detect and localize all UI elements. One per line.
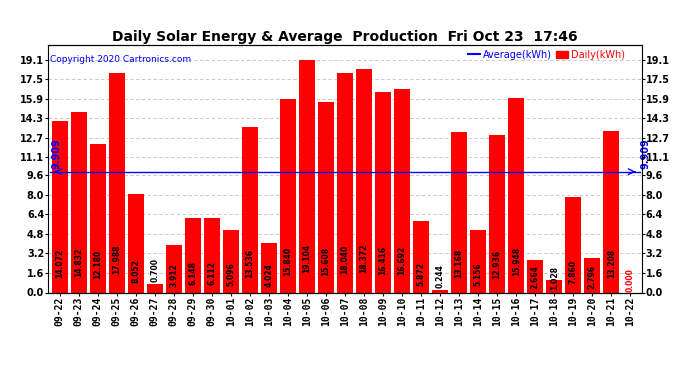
Text: 2.664: 2.664 — [531, 265, 540, 289]
Text: 6.112: 6.112 — [208, 261, 217, 285]
Bar — [413, 221, 429, 292]
Text: 7.860: 7.860 — [569, 260, 578, 284]
Text: 4.024: 4.024 — [264, 264, 273, 287]
Bar — [489, 135, 505, 292]
Bar — [261, 243, 277, 292]
Bar — [337, 72, 353, 292]
Bar — [584, 258, 600, 292]
Bar — [128, 194, 144, 292]
Text: 1.028: 1.028 — [550, 266, 559, 290]
Bar — [470, 230, 486, 292]
Text: 14.072: 14.072 — [55, 248, 64, 278]
Text: 18.372: 18.372 — [359, 244, 368, 273]
Title: Daily Solar Energy & Average  Production  Fri Oct 23  17:46: Daily Solar Energy & Average Production … — [112, 30, 578, 44]
Text: 8.052: 8.052 — [131, 260, 140, 284]
Text: 15.948: 15.948 — [512, 247, 521, 276]
Text: 16.416: 16.416 — [379, 246, 388, 275]
Text: 13.168: 13.168 — [455, 249, 464, 278]
Text: Copyright 2020 Cartronics.com: Copyright 2020 Cartronics.com — [50, 55, 191, 64]
Text: 12.180: 12.180 — [93, 250, 102, 279]
Bar — [90, 144, 106, 292]
Bar — [223, 230, 239, 292]
Bar — [565, 196, 581, 292]
Text: 5.096: 5.096 — [226, 262, 235, 286]
Text: 14.832: 14.832 — [75, 248, 83, 277]
Bar — [241, 128, 258, 292]
Text: 18.040: 18.040 — [340, 244, 350, 274]
Text: 5.156: 5.156 — [473, 262, 482, 286]
Text: 2.796: 2.796 — [588, 264, 597, 288]
Bar — [394, 89, 410, 292]
Bar — [109, 73, 125, 292]
Bar — [432, 290, 448, 292]
Text: 15.608: 15.608 — [322, 247, 331, 276]
Bar — [147, 284, 163, 292]
Bar — [375, 92, 391, 292]
Text: 3.912: 3.912 — [169, 264, 178, 288]
Bar — [185, 217, 201, 292]
Bar — [546, 280, 562, 292]
Text: 15.840: 15.840 — [284, 247, 293, 276]
Bar — [318, 102, 334, 292]
Bar — [70, 112, 87, 292]
Text: 0.244: 0.244 — [435, 264, 444, 288]
Legend: Average(kWh), Daily(kWh): Average(kWh), Daily(kWh) — [468, 50, 625, 60]
Text: 12.936: 12.936 — [493, 249, 502, 279]
Bar — [166, 245, 182, 292]
Text: 19.104: 19.104 — [302, 243, 311, 273]
Text: 17.988: 17.988 — [112, 244, 121, 274]
Text: 5.872: 5.872 — [417, 261, 426, 285]
Text: 6.148: 6.148 — [188, 261, 197, 285]
Bar — [299, 60, 315, 292]
Text: 0.700: 0.700 — [150, 258, 159, 282]
Text: 13.536: 13.536 — [246, 249, 255, 278]
Text: 0.000: 0.000 — [626, 268, 635, 292]
Bar — [204, 218, 220, 292]
Bar — [508, 98, 524, 292]
Text: 13.208: 13.208 — [607, 249, 615, 278]
Bar — [451, 132, 467, 292]
Bar — [527, 260, 543, 292]
Text: 9.909: 9.909 — [51, 138, 61, 169]
Text: 16.692: 16.692 — [397, 246, 406, 275]
Bar — [356, 69, 372, 292]
Text: 9.909: 9.909 — [641, 138, 651, 169]
Bar — [603, 132, 620, 292]
Bar — [280, 99, 296, 292]
Bar — [52, 121, 68, 292]
